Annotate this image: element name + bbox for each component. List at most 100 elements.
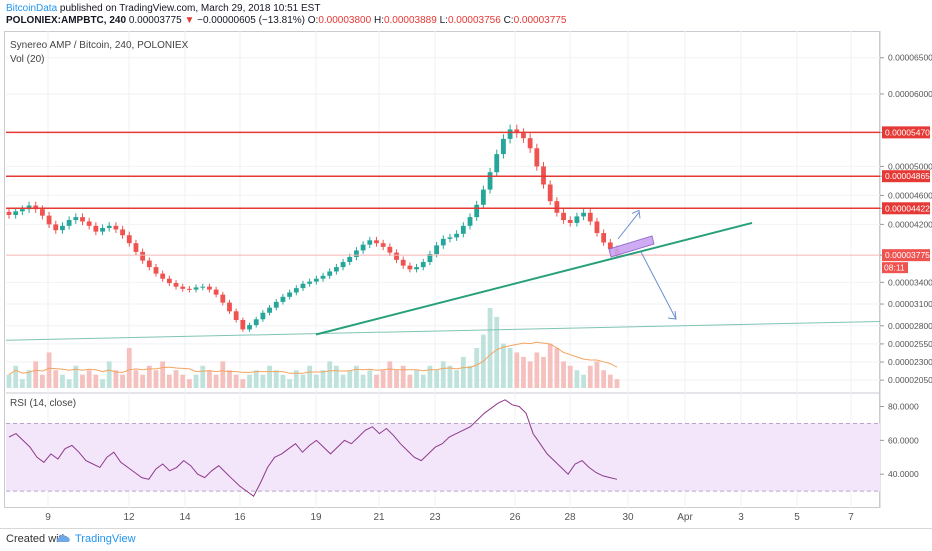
volume-bar: [233, 374, 239, 388]
candle-body: [454, 233, 460, 238]
x-tick-label: 7: [848, 512, 854, 523]
volume-bar: [360, 374, 366, 388]
volume-bar: [180, 374, 186, 388]
candle-body: [13, 211, 19, 215]
x-tick-label: 3: [738, 512, 744, 523]
x-tick-label: 23: [429, 512, 441, 523]
candle-body: [460, 225, 466, 234]
volume-bar: [460, 356, 466, 388]
candle-body: [313, 278, 319, 282]
volume-bar: [387, 361, 393, 388]
volume-bar: [46, 352, 52, 388]
volume-bar: [380, 370, 386, 388]
volume-bar: [347, 370, 353, 388]
volume-bar: [374, 374, 379, 388]
volume-bar: [320, 370, 326, 388]
last-price-label: 0.00003775: [885, 250, 930, 260]
rsi-line: [8, 399, 618, 497]
volume-bar: [514, 352, 520, 388]
volume-bar: [106, 361, 112, 388]
candle-body: [521, 133, 526, 139]
arrow-up-head: [631, 209, 641, 219]
volume-bar: [200, 365, 206, 388]
volume-bar: [581, 374, 586, 388]
volume-bar: [327, 361, 333, 388]
volume-bar: [454, 370, 460, 388]
volume-bar: [260, 374, 266, 388]
footer: Created with TradingView: [0, 528, 932, 551]
x-tick-label: 30: [622, 512, 634, 523]
candle-body: [6, 211, 12, 215]
candle-body: [66, 220, 72, 226]
publish-header: BitcoinData published on TradingView.com…: [0, 0, 932, 30]
volume-bar: [527, 361, 533, 388]
volume-bar: [400, 365, 406, 388]
candle-body: [607, 242, 613, 249]
volume-bar: [166, 374, 172, 388]
volume-bar: [507, 348, 513, 388]
candle-body: [567, 220, 573, 223]
x-tick-label: Apr: [677, 512, 693, 523]
volume-bar: [240, 379, 246, 388]
volume-bar: [66, 379, 72, 388]
volume-bar: [86, 370, 92, 388]
candle-body: [180, 286, 186, 289]
candle-body: [287, 292, 293, 297]
volume-bar: [427, 365, 433, 388]
candle-body: [507, 129, 513, 139]
volume-bar: [407, 374, 413, 388]
author-link[interactable]: BitcoinData: [6, 3, 58, 14]
candle-body: [80, 217, 85, 222]
candle-body: [581, 212, 586, 217]
candle-body: [327, 271, 333, 276]
candle-body: [26, 205, 32, 210]
volume-bar: [6, 374, 12, 388]
candle-body: [480, 189, 486, 205]
candle-body: [193, 287, 199, 290]
volume-bar: [287, 379, 293, 388]
candle-body: [380, 243, 386, 247]
candle-body: [220, 294, 226, 303]
candle-body: [360, 244, 366, 251]
tradingview-brand-link[interactable]: TradingView: [75, 533, 136, 545]
volume-bar: [594, 361, 600, 388]
tradingview-cloud-icon: [56, 532, 72, 547]
resistance-price-label: 0.00005470: [885, 127, 930, 137]
long-support-line: [5, 320, 881, 341]
volume-bar: [601, 370, 607, 388]
candle-body: [207, 286, 212, 290]
y-tick-label: 0.00002800: [888, 321, 932, 331]
volume-bar: [13, 365, 19, 388]
candle-body: [587, 212, 593, 222]
volume-bars: [6, 308, 620, 388]
symbol-line: POLONIEX:AMPBTC, 240 0.00003775 ▼ −0.000…: [6, 15, 566, 26]
arrow-down-line: [640, 251, 677, 320]
volume-bar: [19, 379, 25, 388]
volume-bar: [487, 308, 493, 388]
candle-body: [293, 288, 299, 293]
countdown-label: 08:11: [884, 263, 905, 273]
ohlc-c-value: 0.00003775: [513, 15, 567, 26]
x-tick-label: 12: [123, 512, 135, 523]
candle-body: [40, 209, 45, 216]
x-tick-label: 19: [310, 512, 322, 523]
candle-body: [474, 204, 480, 218]
volume-bar: [186, 379, 192, 388]
volume-bar: [146, 365, 152, 388]
rsi-band: [6, 423, 880, 492]
candle-body: [113, 225, 119, 230]
volume-bar: [561, 361, 566, 388]
volume-bar: [547, 343, 553, 388]
x-tick-label: 28: [564, 512, 576, 523]
candle-body: [534, 148, 540, 167]
candle-body: [173, 283, 179, 287]
axes: 9 12 14 16 19 21 23 26 28 30 Apr 3 5 7 0.00006500 0.000…: [45, 53, 932, 523]
volume-bar: [521, 356, 526, 388]
volume-bar: [567, 365, 573, 388]
volume-bar: [414, 370, 419, 388]
candle-body: [527, 138, 533, 149]
ohlc-o-value: 0.00003800: [318, 15, 372, 26]
candle-body: [340, 262, 346, 268]
ohlc-c-label: C:: [503, 15, 514, 26]
